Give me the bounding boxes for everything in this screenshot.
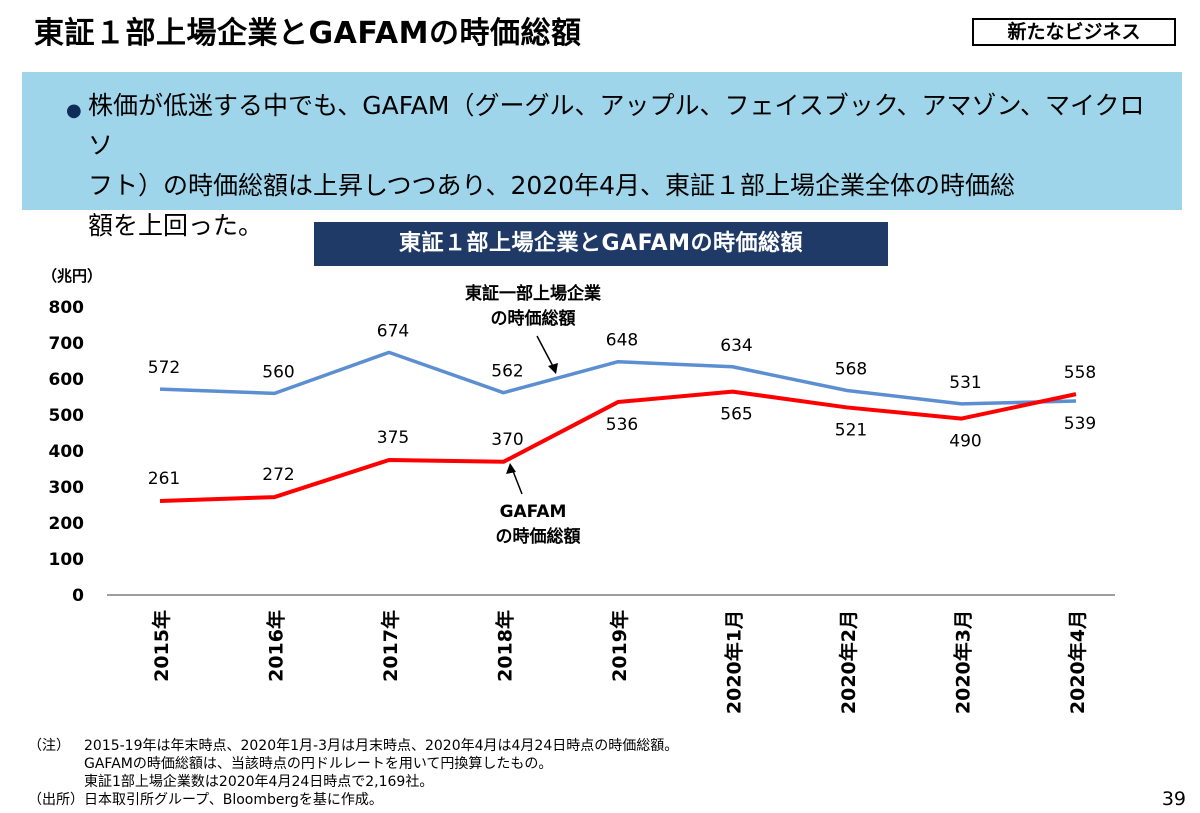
gafam-data-label: 370	[491, 430, 523, 450]
summary-line: 株価が低迷する中でも、GAFAM（グーグル、アップル、フェイスブック、アマゾン、…	[88, 91, 1145, 160]
gafam-series-line	[159, 389, 1077, 504]
gafam-data-label: 490	[949, 432, 981, 452]
tosho-data-label: 634	[720, 336, 752, 356]
tosho-data-label: 539	[1064, 414, 1096, 434]
tosho-series-line	[159, 350, 1077, 406]
gafam-data-label: 375	[377, 428, 409, 448]
tosho-arrow-head	[548, 363, 558, 374]
tosho-data-label: 560	[262, 362, 294, 382]
page-number: 39	[1161, 788, 1186, 810]
chart-title: 東証１部上場企業とGAFAMの時価総額	[314, 222, 888, 266]
y-tick-label: 100	[49, 550, 85, 570]
y-tick-label: 600	[49, 370, 85, 390]
y-tick-label: 200	[49, 514, 85, 534]
tosho-data-label: 648	[606, 331, 638, 351]
gafam-data-label: 272	[262, 465, 294, 485]
gafam-data-label: 558	[1064, 363, 1096, 383]
category-badge: 新たなビジネス	[972, 18, 1176, 46]
note-line: 2015-19年は年末時点、2020年1月-3月は月末時点、2020年4月は4月…	[84, 738, 679, 754]
tosho-data-label: 531	[949, 373, 981, 393]
y-tick-label: 500	[49, 406, 85, 426]
x-tick-label: 2020年1月	[723, 610, 746, 714]
tosho-series-label: 東証一部上場企業	[465, 283, 601, 304]
note-line: 東証1部上場企業数は2020年4月24日時点で2,169社。	[84, 774, 434, 790]
source-label: （出所）	[28, 792, 84, 808]
x-tick-label: 2015年	[150, 610, 173, 682]
x-tick-label: 2019年	[608, 610, 631, 682]
gafam-arrow-head	[506, 463, 516, 474]
tosho-data-label: 674	[377, 321, 409, 341]
gafam-series-label: の時価総額	[496, 526, 581, 547]
x-tick-label: 2020年2月	[837, 610, 860, 714]
gafam-data-label: 565	[720, 405, 752, 425]
x-tick-label: 2017年	[379, 610, 402, 682]
note-line: GAFAMの時価総額は、当該時点の円ドルレートを用いて円換算したもの。	[84, 756, 553, 772]
summary-line: フト）の時価総額は上昇しつつあり、2020年4月、東証１部上場企業全体の時価総	[88, 171, 1016, 200]
y-axis-unit: （兆円）	[42, 267, 102, 285]
gafam-data-label: 261	[148, 469, 180, 489]
notes: （注） 2015-19年は年末時点、2020年1月-3月は月末時点、2020年4…	[28, 737, 678, 809]
summary-box: ● 株価が低迷する中でも、GAFAM（グーグル、アップル、フェイスブック、アマゾ…	[22, 72, 1182, 240]
bullet-icon: ●	[66, 100, 82, 121]
y-tick-label: 800	[49, 298, 85, 318]
y-tick-label: 0	[72, 586, 84, 606]
summary-line: 額を上回った。	[88, 211, 264, 240]
source-text: 日本取引所グループ、Bloombergを基に作成。	[84, 792, 383, 808]
x-tick-label: 2018年	[494, 610, 517, 682]
x-tick-label: 2016年	[265, 610, 288, 682]
tosho-data-label: 568	[835, 360, 867, 380]
x-tick-label: 2020年3月	[952, 610, 975, 714]
tosho-series-label: の時価総額	[491, 308, 576, 329]
gafam-data-label: 521	[835, 420, 867, 440]
note-label: （注）	[28, 738, 70, 754]
gafam-series-label: GAFAM	[500, 502, 567, 522]
y-tick-label: 700	[49, 334, 85, 354]
y-tick-label: 300	[49, 478, 85, 498]
tosho-data-label: 562	[491, 362, 523, 382]
gafam-data-label: 536	[606, 415, 638, 435]
x-tick-label: 2020年4月	[1066, 610, 1089, 714]
y-tick-label: 400	[49, 442, 85, 462]
tosho-data-label: 572	[148, 358, 180, 378]
page-title: 東証１部上場企業とGAFAMの時価総額	[34, 16, 582, 51]
